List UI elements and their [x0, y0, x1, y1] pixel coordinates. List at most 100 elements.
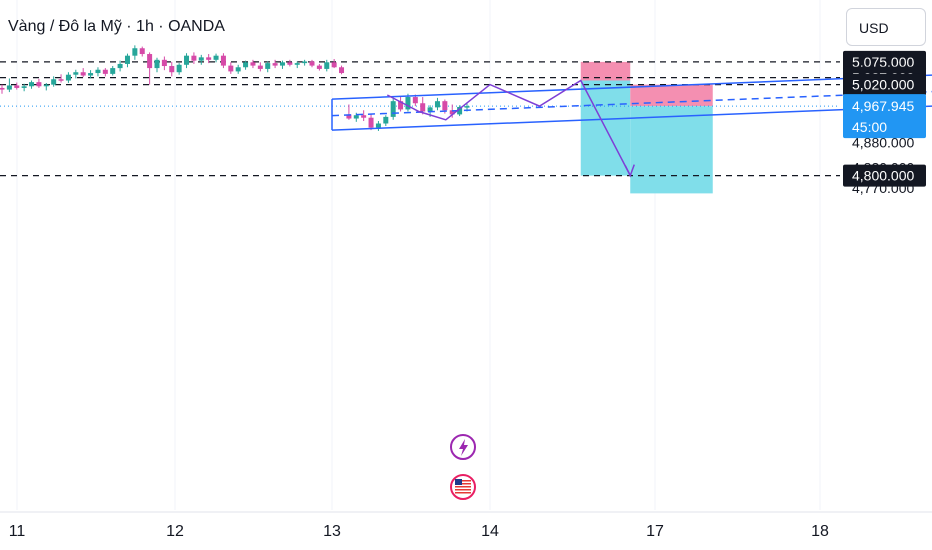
candle — [398, 96, 404, 112]
candle — [0, 84, 5, 94]
candle-body — [161, 59, 167, 67]
candle-body — [250, 62, 256, 66]
us-flag-icon[interactable] — [450, 474, 476, 500]
candle-body — [398, 101, 404, 110]
stop-loss-zone — [630, 84, 713, 107]
candle — [331, 58, 337, 69]
candle — [294, 61, 300, 69]
time-tick-label: 13 — [323, 523, 341, 540]
lightning-icon[interactable] — [450, 434, 476, 460]
candle-body — [257, 65, 263, 69]
price-axis: 5,150.0004,990.0004,880.0004,820.0004,77… — [843, 23, 926, 196]
candle — [235, 64, 241, 74]
candle-body — [102, 69, 108, 74]
candle-body — [449, 110, 455, 115]
candlestick-series — [0, 45, 470, 131]
candle — [265, 61, 271, 73]
candle-body — [375, 123, 381, 128]
candle — [169, 61, 175, 77]
candle — [309, 59, 315, 68]
candle-body — [95, 69, 101, 74]
time-tick-label: 14 — [481, 523, 499, 540]
candle — [161, 56, 167, 71]
currency-button[interactable]: USD — [846, 8, 926, 46]
candle-body — [51, 79, 57, 85]
candle — [110, 66, 116, 76]
candle-body — [29, 82, 35, 87]
level-price-text: 5,020.000 — [852, 77, 914, 93]
candle — [176, 63, 182, 75]
chart-title: Vàng / Đô la Mỹ · 1h · OANDA — [8, 18, 225, 35]
candle-body — [324, 62, 330, 69]
candle — [228, 62, 234, 74]
candle-body — [124, 55, 130, 64]
candle — [147, 52, 153, 85]
candle — [95, 67, 101, 77]
candle-body — [361, 115, 367, 118]
candle — [65, 72, 71, 83]
candle — [346, 104, 352, 120]
candle-body — [316, 65, 322, 69]
candle-body — [353, 115, 359, 119]
candle-body — [339, 67, 345, 74]
candle-body — [243, 62, 249, 68]
level-price-text: 5,075.000 — [852, 54, 914, 70]
candle-body — [132, 48, 138, 56]
candle-body — [21, 86, 27, 88]
candle-body — [110, 68, 116, 74]
candle-body — [405, 97, 411, 110]
candle-body — [154, 59, 160, 69]
candle — [184, 53, 190, 69]
take-profit-zone — [630, 106, 713, 194]
candle-body — [287, 62, 293, 65]
candle-body — [457, 106, 463, 115]
candle — [139, 46, 145, 57]
candle — [250, 59, 256, 69]
candle-body — [139, 48, 145, 55]
countdown-text: 45:00 — [852, 119, 887, 135]
candle-body — [272, 63, 278, 66]
candle — [390, 98, 396, 120]
candle-body — [235, 67, 241, 72]
candle — [51, 76, 57, 87]
candle-body — [0, 87, 5, 90]
candle — [272, 59, 278, 69]
candle-body — [331, 62, 337, 68]
candle-body — [464, 106, 470, 108]
candle — [257, 62, 263, 72]
candle-body — [58, 79, 64, 81]
candle-body — [6, 85, 12, 90]
candle — [213, 53, 219, 63]
candle-body — [147, 54, 153, 69]
time-tick-label: 12 — [166, 523, 184, 540]
arrow-head-icon — [624, 164, 635, 178]
level-price-label: 4,800.000 — [843, 164, 926, 187]
candle — [14, 82, 20, 90]
candle — [154, 57, 160, 73]
candle — [206, 54, 212, 64]
time-tick-label: 11 — [9, 523, 26, 540]
candle — [324, 59, 330, 72]
event-markers — [450, 434, 476, 500]
candle — [132, 45, 138, 60]
time-tick-label: 18 — [811, 523, 829, 540]
candle — [383, 115, 389, 126]
candle-body — [346, 114, 352, 119]
candle-body — [420, 103, 426, 112]
candle — [21, 83, 27, 92]
candle-body — [228, 65, 234, 72]
candle-body — [169, 66, 175, 73]
candle — [243, 60, 249, 70]
candle-body — [184, 55, 190, 65]
candle-body — [65, 74, 71, 81]
candle-body — [390, 101, 396, 117]
candle-body — [80, 72, 86, 76]
candle — [43, 82, 49, 91]
candle-body — [206, 57, 212, 60]
projection-path — [386, 79, 635, 178]
level-price-text: 4,800.000 — [852, 168, 914, 184]
current-price-text: 4,967.945 — [852, 98, 914, 114]
candle-body — [383, 116, 389, 124]
candle-body — [220, 55, 226, 66]
